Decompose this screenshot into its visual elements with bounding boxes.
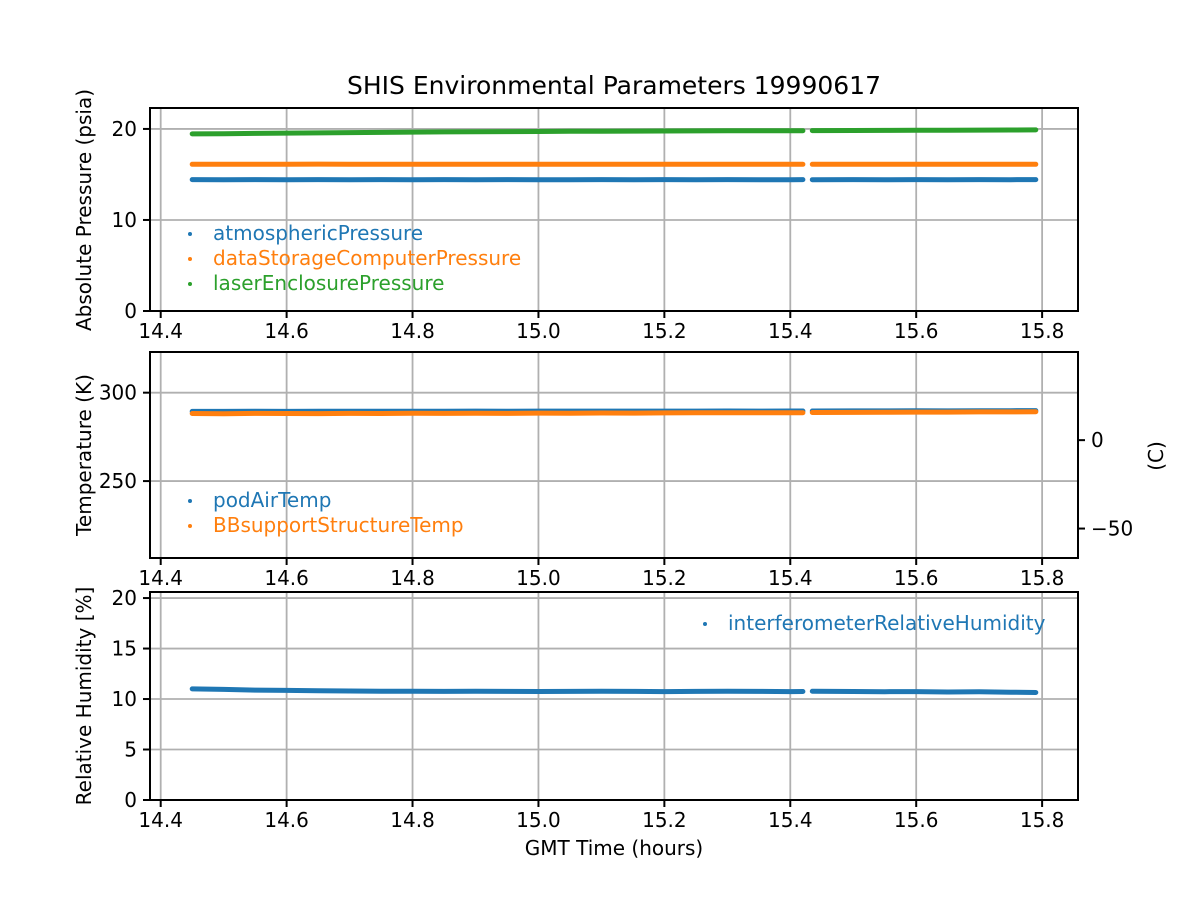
y-tick-label: 15 [112, 637, 137, 661]
x-axis-label: GMT Time (hours) [524, 836, 704, 860]
humidity-subplot: 14.4 14.6 14.8 15.0 15.2 15.4 15.6 15.8 0 5 10 15 20 [112, 586, 1079, 832]
x-tick-label: 15.2 [642, 566, 687, 590]
figure-title: SHIS Environmental Parameters 19990617 [347, 71, 881, 100]
legend-item-bb-support-structure-temp: BBsupportStructureTemp [188, 513, 464, 538]
legend-label: laserEnclosurePressure [213, 271, 445, 295]
y-tick-label: 20 [112, 117, 137, 141]
legend-label: atmosphericPressure [213, 221, 424, 245]
y-tick-label: 10 [112, 687, 137, 711]
legend-label: podAirTemp [213, 488, 332, 512]
x-tick-label: 15.0 [516, 319, 561, 343]
x-tick-label: 15.6 [894, 566, 939, 590]
legend-marker-dot [188, 231, 192, 236]
x-tick-label: 14.4 [138, 566, 183, 590]
x-tick-label: 15.0 [516, 566, 561, 590]
series-interferometerRelativeHumidity [189, 686, 1039, 695]
ticks: 14.4 14.6 14.8 15.0 15.2 15.4 15.6 15.8 0 10 20 [112, 117, 1065, 343]
x-tick-label: 15.6 [894, 808, 939, 832]
x-tick-label: 14.8 [390, 566, 435, 590]
legend-item-interferometer-relative-humidity: interferometerRelativeHumidity [703, 611, 1045, 636]
legend-marker-dot [188, 498, 192, 503]
legend-item-atmospheric-pressure: atmosphericPressure [188, 221, 521, 246]
x-tick-label: 15.6 [894, 319, 939, 343]
series-BBsupportStructureTemp [189, 409, 1039, 417]
x-tick-label: 15.8 [1020, 808, 1065, 832]
y-tick-label: 5 [124, 738, 137, 762]
legend-item-laser-enclosure-pressure: laserEnclosurePressure [188, 271, 521, 296]
x-tick-label: 14.8 [390, 808, 435, 832]
x-tick-label: 14.8 [390, 319, 435, 343]
x-tick-label: 15.2 [642, 808, 687, 832]
x-tick-label: 15.8 [1020, 319, 1065, 343]
legend-item-data-storage-computer-pressure: dataStorageComputerPressure [188, 246, 521, 271]
pressure-legend: atmosphericPressure dataStorageComputerP… [188, 221, 521, 296]
x-tick-label: 15.4 [768, 566, 813, 590]
right-y-tick-label: 0 [1091, 428, 1104, 452]
x-tick-label: 15.2 [642, 319, 687, 343]
x-tick-label: 15.4 [768, 808, 813, 832]
temperature-y-axis-label: Temperature (K) [72, 374, 96, 536]
y-tick-label: 300 [99, 381, 137, 405]
y-tick-label: 0 [124, 788, 137, 812]
x-tick-label: 14.6 [264, 566, 309, 590]
legend-item-pod-air-temp: podAirTemp [188, 488, 464, 513]
humidity-y-axis-label: Relative Humidity [%] [72, 586, 96, 806]
legend-label: BBsupportStructureTemp [213, 513, 464, 537]
series-laserEnclosurePressure [189, 127, 1039, 137]
x-tick-label: 14.4 [138, 319, 183, 343]
legend-marker-dot [703, 621, 707, 626]
grid [150, 352, 1078, 558]
ticks: 14.4 14.6 14.8 15.0 15.2 15.4 15.6 15.8 250 300 0 −… [99, 381, 1133, 591]
legend-marker-dot [188, 523, 192, 528]
pressure-y-axis-label: Absolute Pressure (psia) [72, 88, 96, 332]
temperature-subplot: 14.4 14.6 14.8 15.0 15.2 15.4 15.6 15.8 250 300 0 −… [99, 351, 1133, 591]
legend-marker-dot [188, 256, 192, 261]
axes-frame [149, 107, 1079, 312]
legend-label: interferometerRelativeHumidity [728, 611, 1046, 635]
x-tick-label: 15.4 [768, 319, 813, 343]
y-tick-label: 250 [99, 469, 137, 493]
axes-frame [149, 351, 1079, 559]
celsius-y-axis-label: (C) [1144, 441, 1168, 471]
axes-frame [149, 591, 1079, 801]
x-tick-label: 14.4 [138, 808, 183, 832]
legend-marker-dot [188, 281, 192, 286]
x-tick-label: 14.6 [264, 319, 309, 343]
x-tick-label: 14.6 [264, 808, 309, 832]
right-y-tick-label: −50 [1091, 517, 1133, 541]
temperature-legend: podAirTemp BBsupportStructureTemp [188, 488, 464, 538]
pressure-subplot: 14.4 14.6 14.8 15.0 15.2 15.4 15.6 15.8 0 10 20 [112, 107, 1079, 343]
humidity-legend: interferometerRelativeHumidity [703, 611, 1045, 636]
x-tick-label: 15.0 [516, 808, 561, 832]
x-tick-label: 15.8 [1020, 566, 1065, 590]
y-tick-label: 20 [112, 586, 137, 610]
ticks: 14.4 14.6 14.8 15.0 15.2 15.4 15.6 15.8 0 5 10 15 20 [112, 586, 1065, 832]
legend-label: dataStorageComputerPressure [213, 246, 522, 270]
y-tick-label: 10 [112, 208, 137, 232]
y-tick-label: 0 [124, 299, 137, 323]
